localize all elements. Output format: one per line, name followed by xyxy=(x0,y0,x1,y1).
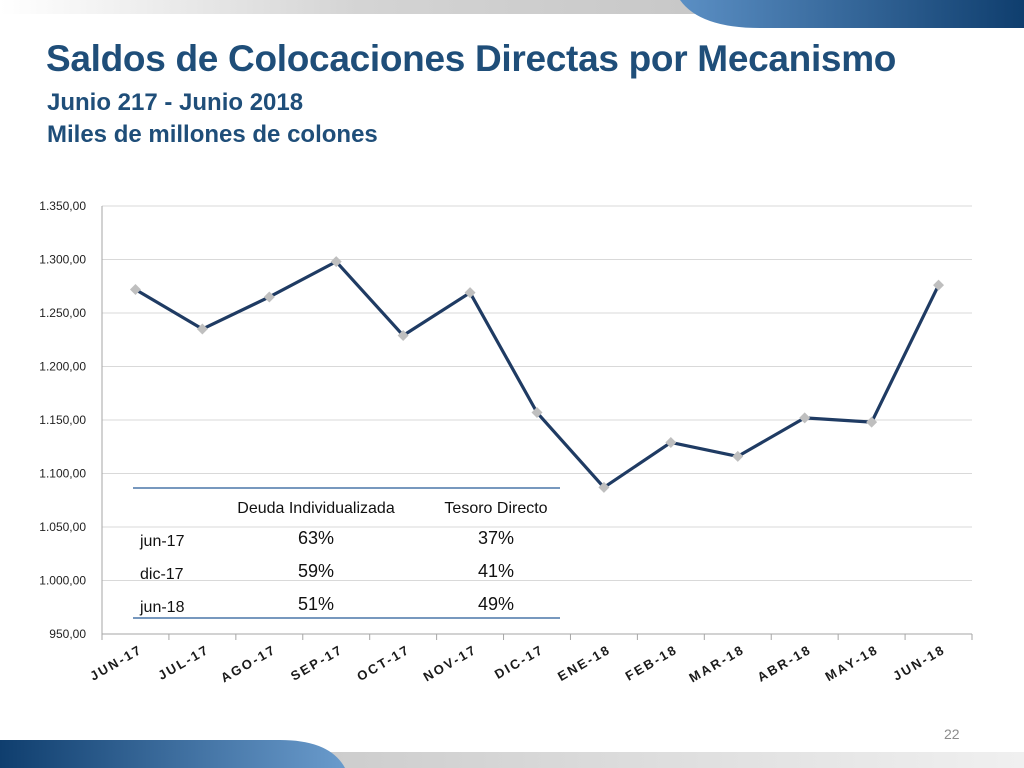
table-cell-tesoro: 41% xyxy=(478,561,514,581)
data-point-marker xyxy=(799,412,811,424)
table-cell-deuda: 59% xyxy=(298,561,334,581)
y-tick-label: 1.000,00 xyxy=(39,574,86,588)
x-tick-label: AGO-17 xyxy=(218,642,279,686)
table-cell-tesoro: 49% xyxy=(478,594,514,614)
x-tick-label: ENE-18 xyxy=(555,642,613,684)
series-line xyxy=(134,260,940,490)
share-table: Deuda Individualizada Tesoro Directo jun-1… xyxy=(133,487,560,619)
page-number: 22 xyxy=(944,726,960,742)
data-point-marker xyxy=(330,256,342,268)
data-point-marker xyxy=(531,407,543,419)
data-point-marker xyxy=(933,279,945,291)
data-point-marker xyxy=(464,287,476,299)
data-point-marker xyxy=(397,329,409,341)
y-tick-label: 1.100,00 xyxy=(39,467,86,481)
x-tick-label: FEB-18 xyxy=(623,642,681,684)
top-blue-swoosh xyxy=(680,0,1024,28)
top-decoration xyxy=(0,0,1024,28)
table-header-tesoro: Tesoro Directo xyxy=(444,500,547,517)
y-tick-label: 1.050,00 xyxy=(39,520,86,534)
slide-subtitle-period: Junio 217 - Junio 2018 xyxy=(47,89,304,116)
x-tick-label: JUN-18 xyxy=(890,642,948,684)
x-tick-label: JUN-17 xyxy=(87,642,145,684)
table-row-label: dic-17 xyxy=(140,566,184,583)
series-markers xyxy=(129,256,945,493)
x-tick-label: JUL-17 xyxy=(155,642,211,683)
data-point-marker xyxy=(866,416,878,428)
table-row-label: jun-17 xyxy=(139,533,185,550)
x-tick-label: ABR-18 xyxy=(755,642,815,685)
y-tick-label: 1.250,00 xyxy=(39,306,86,320)
slide-subtitle-units: Miles de millones de colones xyxy=(47,121,378,148)
x-tick-label: MAR-18 xyxy=(686,642,747,686)
data-point-marker xyxy=(665,436,677,448)
x-tick-label: NOV-17 xyxy=(421,642,480,685)
data-point-marker xyxy=(732,450,744,462)
x-tick-label: DIC-17 xyxy=(492,642,547,682)
x-tick-label: SEP-17 xyxy=(288,642,346,684)
data-point-marker xyxy=(129,283,141,295)
y-tick-label: 1.350,00 xyxy=(39,199,86,213)
x-tick-label: OCT-17 xyxy=(354,642,412,684)
table-cell-tesoro: 37% xyxy=(478,528,514,548)
data-point-marker xyxy=(598,481,610,493)
data-point-marker xyxy=(263,291,275,303)
y-tick-label: 1.150,00 xyxy=(39,413,86,427)
table-cell-deuda: 51% xyxy=(298,594,334,614)
y-tick-label: 1.300,00 xyxy=(39,253,86,267)
x-tick-label: MAY-18 xyxy=(823,642,882,684)
y-tick-label: 950,00 xyxy=(49,627,86,641)
data-point-marker xyxy=(196,323,208,335)
slide-title: Saldos de Colocaciones Directas por Meca… xyxy=(46,38,897,79)
table-row-label: jun-18 xyxy=(139,599,185,616)
y-tick-label: 1.200,00 xyxy=(39,360,86,374)
table-header-deuda: Deuda Individualizada xyxy=(237,500,395,517)
table-cell-deuda: 63% xyxy=(298,528,334,548)
series-polyline xyxy=(134,260,940,490)
